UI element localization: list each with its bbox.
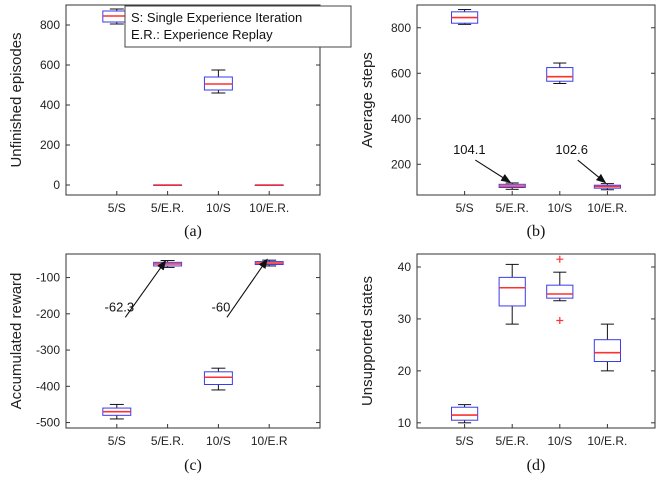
annotation-label: 104.1 <box>453 142 486 157</box>
plot-frame <box>416 253 656 429</box>
box-1 <box>498 263 526 325</box>
box-body <box>203 371 233 385</box>
box-body <box>546 67 574 82</box>
x-tick-label: 5/S <box>108 434 126 448</box>
annotation-arrow <box>475 159 512 183</box>
x-tick-label: 5/S <box>456 201 474 215</box>
legend-entry-single: S: Single Experience Iteration <box>131 10 302 25</box>
box-3 <box>593 183 621 191</box>
x-tick-label: 5/E.R. <box>151 434 184 448</box>
legend-entry-replay: E.R.: Experience Replay <box>131 27 273 42</box>
y-tick-label: -300 <box>36 343 60 357</box>
panel-unfinished-episodes: 0 200 400 600 800 5/S 5/E.R. 10/S 10/E.R. Unfinis… <box>8 4 321 240</box>
y-tick-label: 600 <box>391 66 411 80</box>
box-0 <box>451 9 479 25</box>
box-2 <box>203 367 233 391</box>
y-tick-label: 40 <box>398 260 412 274</box>
y-tick-label: 200 <box>391 157 411 171</box>
plot-frame <box>65 4 321 196</box>
plot-frame <box>65 253 321 429</box>
y-tick-label: 30 <box>398 312 412 326</box>
y-tick-label: 600 <box>40 58 60 72</box>
annotation-label: -62.3 <box>105 299 135 314</box>
x-tick-label: 10/E.R <box>251 434 288 448</box>
legend-box <box>124 5 352 48</box>
y-axis-label: Average steps <box>359 52 376 148</box>
outlier-marker <box>556 316 564 324</box>
panel-caption: (c) <box>184 457 202 474</box>
panel-caption: (d) <box>527 457 546 474</box>
x-tick-label: 5/E.R. <box>496 201 529 215</box>
annotation-arrow <box>226 258 268 318</box>
box-1 <box>153 184 183 186</box>
box-2 <box>203 69 233 94</box>
plot-frame <box>416 4 656 196</box>
box-2 <box>546 255 574 324</box>
y-tick-label: 400 <box>40 98 60 112</box>
box-0 <box>102 403 132 420</box>
x-tick-label: 5/S <box>108 201 126 215</box>
x-tick-label: 5/E.R. <box>496 434 529 448</box>
y-axis-label: Unfinished episodes <box>8 32 25 167</box>
y-tick-label: 20 <box>398 364 412 378</box>
x-tick-label: 10/S <box>547 201 572 215</box>
box-body <box>593 339 621 363</box>
x-tick-label: 10/E.R. <box>249 201 289 215</box>
y-tick-label: 200 <box>40 138 60 152</box>
box-body <box>546 284 574 299</box>
outlier-marker <box>556 255 564 263</box>
y-tick-label: 0 <box>53 178 60 192</box>
box-1 <box>153 260 183 268</box>
y-tick-label: 400 <box>391 112 411 126</box>
x-tick-label: 5/S <box>456 434 474 448</box>
panel-accumulated-reward: -500 -400 -300 -200 -100 5/S 5/E.R. 10/S 10/E.R A… <box>8 253 321 474</box>
box-body <box>451 406 479 421</box>
y-tick-label: -200 <box>36 307 60 321</box>
box-3 <box>254 259 284 267</box>
x-tick-label: 10/E.R. <box>587 434 627 448</box>
y-tick-label: 800 <box>40 18 60 32</box>
panel-caption: (a) <box>184 223 202 240</box>
box-3 <box>254 184 284 186</box>
y-tick-label: 10 <box>398 416 412 430</box>
y-tick-label: 800 <box>391 21 411 35</box>
box-1 <box>498 182 526 190</box>
panels: 0 200 400 600 800 5/S 5/E.R. 10/S 10/E.R. Unfinis… <box>8 4 656 474</box>
annotation-label: -60 <box>212 299 231 314</box>
box-2 <box>546 62 574 85</box>
y-tick-label: -100 <box>36 271 60 285</box>
panel-unsupported-states: 10 20 30 40 5/S 5/E.R. 10/S 10/E.R. Unsupported … <box>359 253 656 474</box>
x-tick-label: 10/E.R. <box>587 201 627 215</box>
y-tick-label: -500 <box>36 416 60 430</box>
annotation-arrow <box>577 159 607 184</box>
legend: S: Single Experience Iteration E.R.: Exp… <box>124 5 352 48</box>
box-body <box>498 276 526 307</box>
x-tick-label: 10/S <box>547 434 572 448</box>
y-tick-label: -400 <box>36 379 60 393</box>
x-tick-label: 5/E.R. <box>151 201 184 215</box>
y-axis-label: Unsupported states <box>359 276 376 406</box>
annotation-arrow <box>124 259 167 318</box>
box-0 <box>451 404 479 424</box>
x-tick-label: 10/S <box>206 434 231 448</box>
x-tick-label: 10/S <box>206 201 231 215</box>
panel-average-steps: 200 400 600 800 5/S 5/E.R. 10/S 10/E.R. Average … <box>359 4 656 240</box>
panel-caption: (b) <box>527 223 546 240</box>
y-axis-label: Accumulated reward <box>8 273 25 410</box>
annotation-label: 102.6 <box>555 142 588 157</box>
box-3 <box>593 323 621 372</box>
